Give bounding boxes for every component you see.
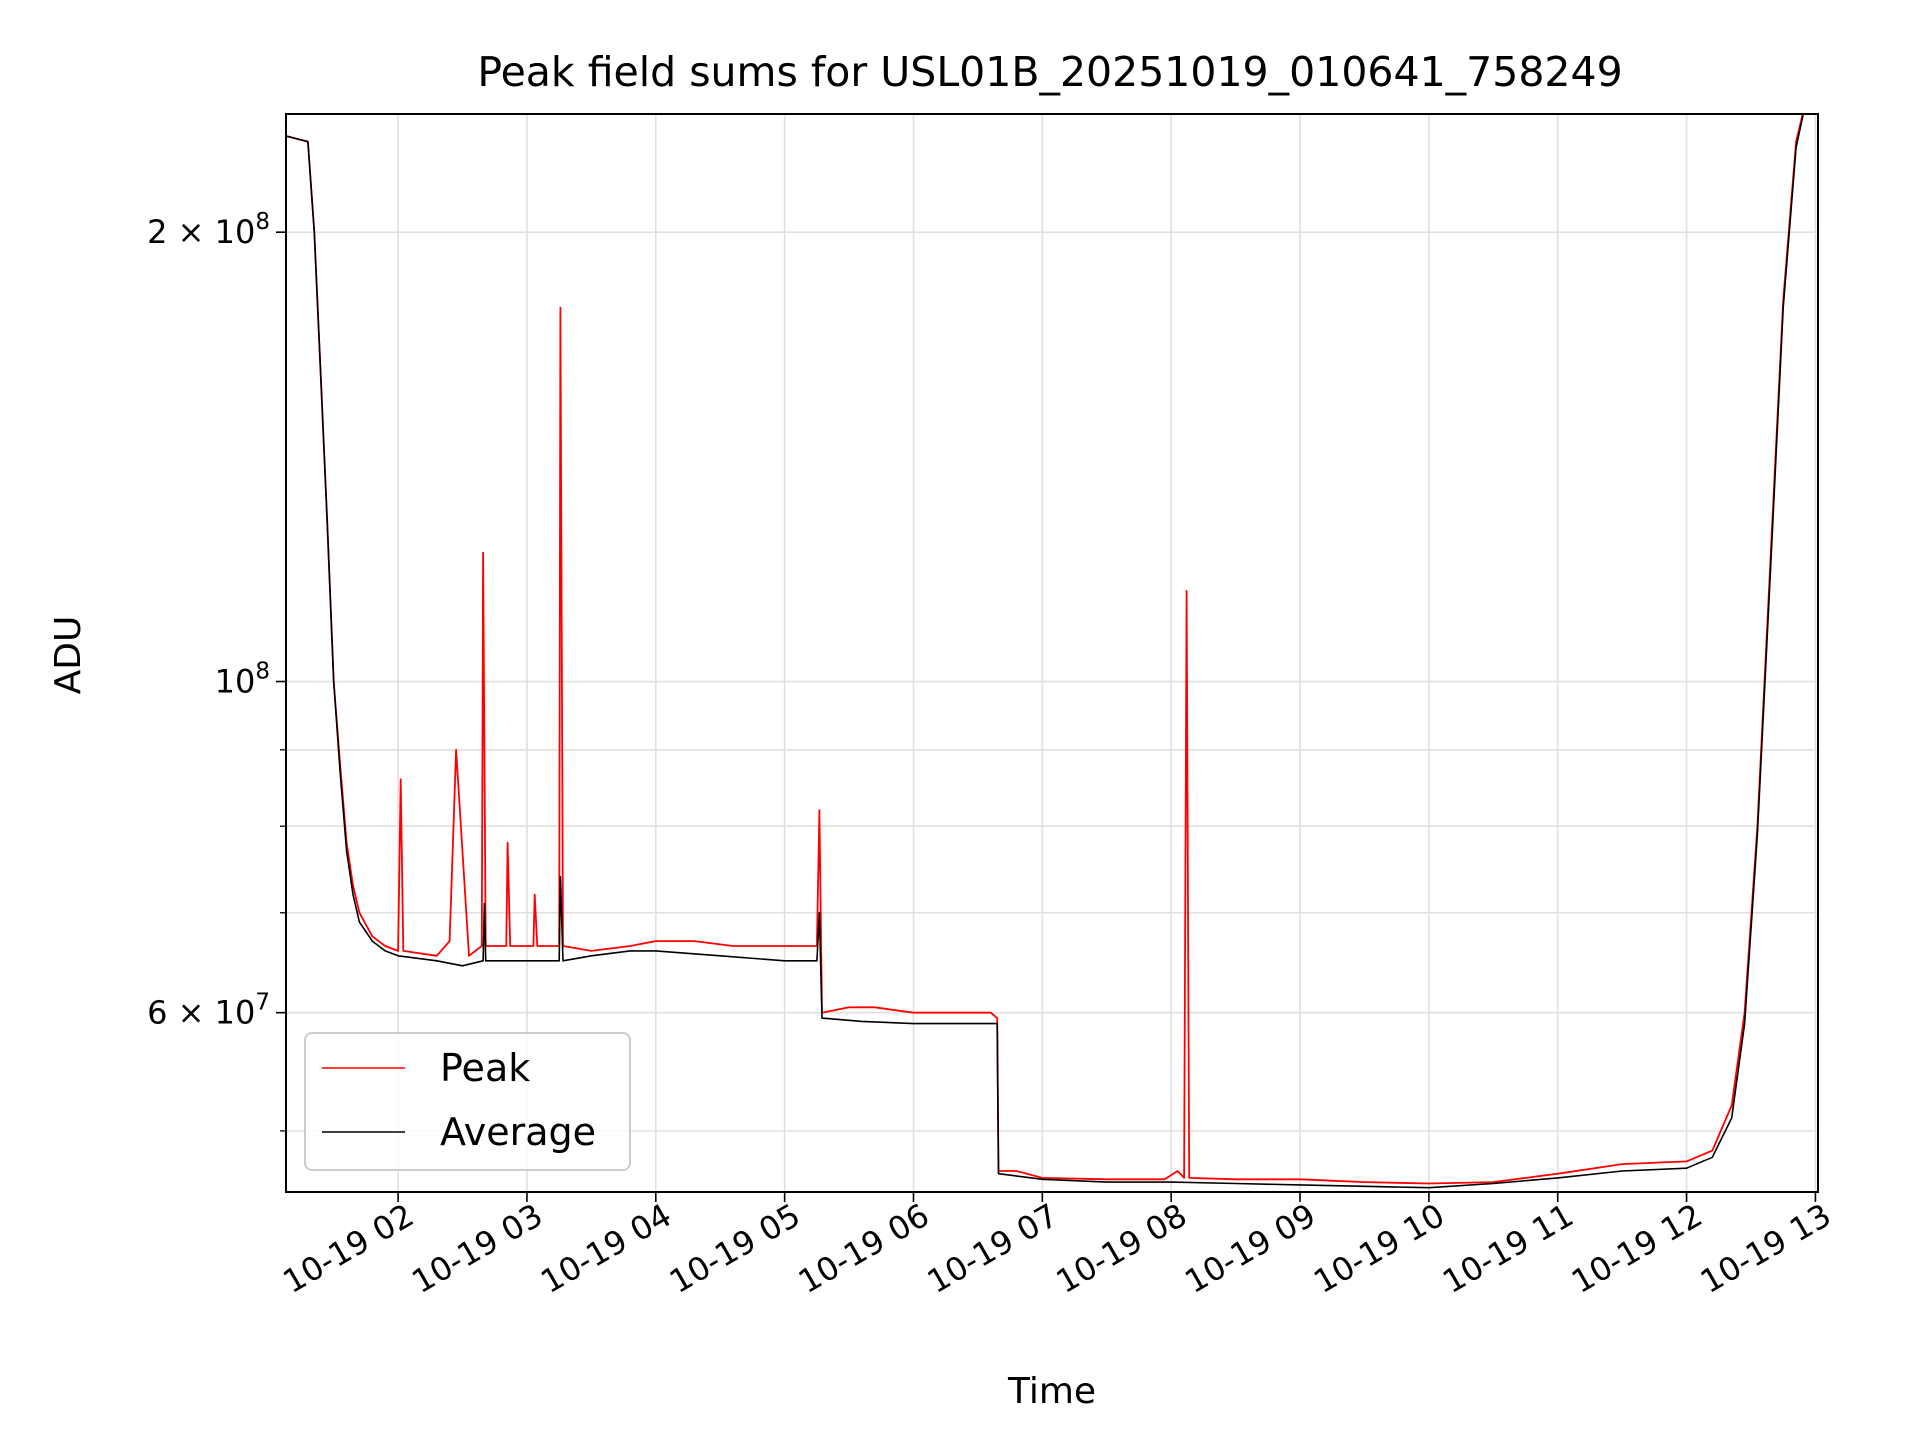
y-tick-label: 2 × 108: [147, 209, 270, 251]
series-line-peak: [286, 114, 1804, 1185]
y-axis-label: ADU: [48, 616, 89, 695]
legend-label-peak: Peak: [440, 1046, 530, 1090]
legend: Peak Average: [304, 1032, 631, 1171]
chart-title: Peak field sums for USL01B_20251019_0106…: [477, 48, 1622, 96]
grid: [286, 114, 1818, 1192]
x-axis-label: Time: [1007, 1371, 1096, 1412]
legend-label-average: Average: [440, 1110, 596, 1154]
series-line-average: [286, 114, 1805, 1189]
y-tick-label: 108: [215, 659, 270, 701]
plot-frame: [285, 113, 1819, 1193]
y-tick-label: 6 × 107: [147, 990, 270, 1032]
series-layer: [286, 114, 1805, 1189]
